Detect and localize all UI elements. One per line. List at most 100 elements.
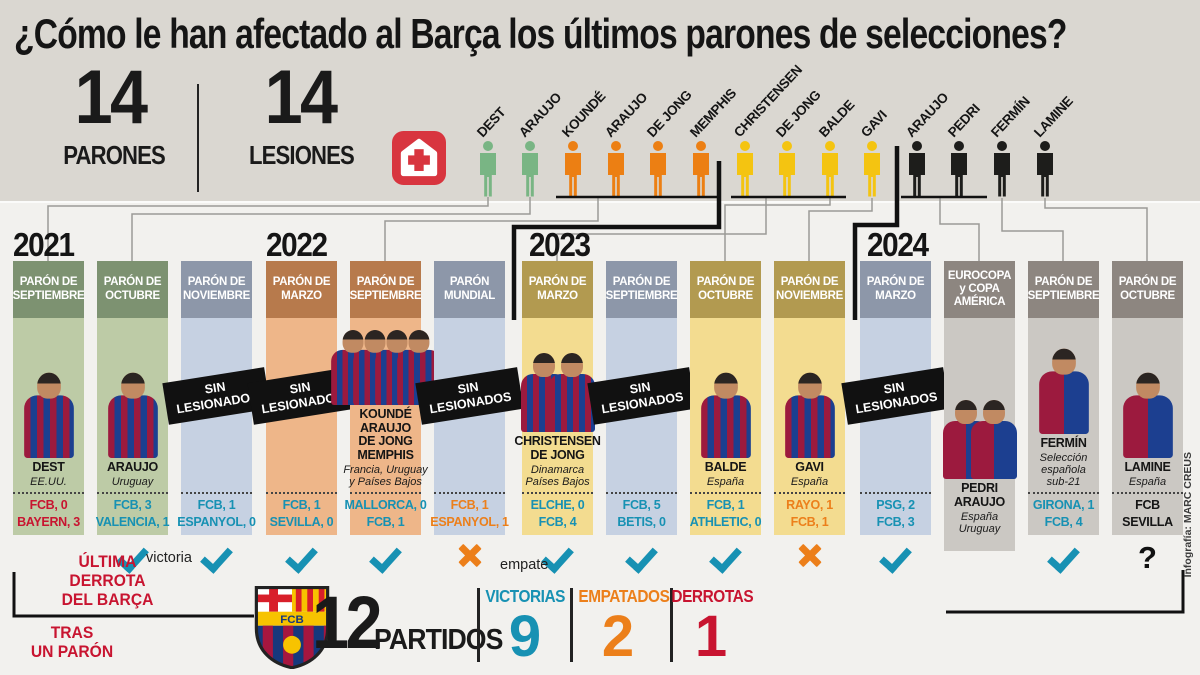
- score-separator: [434, 492, 505, 494]
- score-separator: [181, 492, 252, 494]
- victorias-stat: VICTORIAS 9: [480, 586, 570, 669]
- player-jersey: [548, 374, 595, 433]
- player-photo: [1038, 348, 1089, 434]
- cross-icon: [457, 542, 483, 568]
- column-body: BALDE España FCB, 1 ATHLETIC, 0: [690, 318, 762, 535]
- sin-lesionados-badge: SIN LESIONADOS: [841, 367, 950, 425]
- column-art: SIN LESIONADOS: [247, 318, 356, 488]
- column-body: PEDRI ARAUJO España Uruguay: [942, 318, 1017, 551]
- column-body: ARAUJO Uruguay FCB, 3 VALENCIA, 1: [96, 318, 170, 535]
- year-label: 2021: [13, 226, 75, 263]
- player-head: [982, 400, 1005, 425]
- player-origin: España: [790, 475, 829, 488]
- first-aid-icon: [392, 131, 446, 185]
- match-score: FCB, 3 VALENCIA, 1: [95, 498, 170, 529]
- player-head: [408, 329, 429, 353]
- column-2021-1: PARÓN DE SEPTIEMBRE DEST EE.UU. FCB, 0 BAYE…: [13, 261, 85, 535]
- column-art: SIN LESIONADOS: [587, 318, 696, 488]
- player-photo: [970, 400, 1017, 480]
- player-jersey: [107, 395, 158, 459]
- player-figure: DEST: [474, 105, 508, 197]
- column-2022-2: PARÓN DE SEPTIEMBRE KOUNDÉ ARAUJO DE JONG…: [330, 261, 441, 574]
- crest-text: FCB: [280, 614, 304, 626]
- player-jersey: [970, 421, 1017, 480]
- column-header: PARÓN DE SEPTIEMBRE: [1028, 261, 1100, 318]
- column-header: PARÓN DE OCTUBRE: [690, 261, 761, 318]
- empatados-value: 2: [601, 604, 635, 669]
- match-score: ELCHE, 0 FCB, 4: [530, 498, 585, 529]
- player-photo: [1122, 372, 1173, 459]
- column-2023-3: PARÓN DE OCTUBRE BALDE España FCB, 1 ATHLET…: [690, 261, 762, 574]
- column-body: SIN LESIONADOS FCB, 1 ESPANYOL, 1: [415, 318, 524, 535]
- match-score: FCB, 1 ATHLETIC, 0: [689, 498, 762, 529]
- partidos-label: PARTIDOS: [374, 624, 503, 656]
- column-header: PARÓN DE SEPTIEMBRE: [606, 261, 678, 318]
- player-names: BALDE: [704, 460, 747, 475]
- column-header: EUROCOPA y COPA AMÉRICA: [944, 261, 1015, 318]
- player-names-block: CHRISTENSEN DE JONG Dinamarca Países Bajo…: [504, 432, 611, 488]
- player-jersey: [700, 395, 751, 459]
- player-origin: España: [706, 475, 745, 488]
- column-header: PARÓN DE MARZO: [266, 261, 337, 318]
- player-names-block: KOUNDÉ ARAUJO DE JONG MEMPHIS Francia, Ur…: [332, 405, 439, 488]
- player-figure: GAVI: [858, 108, 890, 197]
- empate-note: empate: [500, 557, 549, 573]
- column-body: FERMÍN Selección española sub-21 GIRONA, 1…: [1028, 318, 1099, 535]
- column-body: SIN LESIONADOS FCB, 1 SEVILLA, 0: [247, 318, 356, 535]
- match-score: FCB, 0 BAYERN, 3: [17, 498, 80, 529]
- parones-count: 14: [74, 55, 148, 140]
- column-art: SIN LESIONADOS: [415, 318, 524, 488]
- player-figure: CHRISTENSEN: [731, 62, 805, 197]
- person-icon: [909, 141, 925, 197]
- player-origin: España Uruguay: [958, 510, 1001, 535]
- sin-lesionados-badge: SIN LESIONADOS: [587, 367, 696, 425]
- column-2021-2: PARÓN DE OCTUBRE ARAUJO Uruguay FCB, 3 VALE…: [96, 261, 170, 574]
- result-row: [760, 542, 859, 578]
- person-icon: [608, 141, 624, 197]
- player-names-block: BALDE España: [672, 458, 779, 488]
- empatados-label: EMPATADOS: [578, 586, 670, 606]
- player-figure: FERMÍN: [988, 94, 1033, 197]
- column-body: DEST EE.UU. FCB, 0 BAYERN, 3: [13, 318, 84, 535]
- column-2024-1: PARÓN DE MARZO SIN LESIONADOS PSG, 2 FCB, …: [841, 261, 950, 574]
- column-art: SIN LESIONADOS: [841, 318, 950, 488]
- column-2024-4: PARÓN DE OCTUBRE LAMINE España FCB SEVILLA?: [1112, 261, 1183, 573]
- column-header: PARÓN DE OCTUBRE: [1112, 261, 1183, 318]
- score-separator: [606, 492, 677, 494]
- player-photo: [548, 353, 595, 433]
- player-origin: España: [1128, 475, 1167, 488]
- column-header: PARÓN DE NOVIEMBRE: [774, 261, 845, 318]
- column-body: CHRISTENSEN DE JONG Dinamarca Países Bajo…: [514, 318, 601, 535]
- player-figure: MEMPHIS: [687, 86, 739, 197]
- score-separator: [350, 492, 421, 494]
- player-names-block: LAMINE España: [1094, 458, 1200, 488]
- match-score: FCB, 1 ESPANYOL, 1: [430, 498, 509, 529]
- player-names-block: GAVI España: [756, 458, 863, 488]
- column-2022-1: PARÓN DE MARZO SIN LESIONADOS FCB, 1 SEVIL…: [247, 261, 356, 574]
- summary-divider: [477, 588, 480, 662]
- player-names: DEST: [32, 460, 65, 475]
- column-art: [942, 318, 1017, 480]
- match-score: FCB, 1 ESPANYOL, 0: [177, 498, 256, 529]
- check-icon: [1047, 540, 1080, 574]
- lesiones-count: 14: [264, 55, 338, 140]
- person-icon: [737, 141, 753, 197]
- stat-lesiones: 14 LESIONES: [240, 55, 360, 171]
- victorias-value: 9: [508, 604, 542, 669]
- player-names-block: DEST EE.UU.: [0, 458, 102, 488]
- year-label: 2024: [867, 226, 929, 263]
- player-photo: [784, 372, 835, 459]
- column-art: [13, 318, 84, 459]
- column-header: PARÓN DE SEPTIEMBRE: [13, 261, 85, 318]
- player-head: [120, 372, 145, 399]
- player-photo: [23, 372, 74, 459]
- player-photo: [700, 372, 751, 459]
- column-2023-4: PARÓN DE NOVIEMBRE GAVI España RAYO, 1 FCB,…: [774, 261, 845, 535]
- page-title: ¿Cómo le han afectado al Barça los últim…: [14, 10, 1067, 57]
- match-score: FCB, 5 BETIS, 0: [617, 498, 666, 529]
- summary-divider: [670, 588, 673, 662]
- person-icon: [693, 141, 709, 197]
- column-art: SIN LESIONADOS: [162, 318, 271, 488]
- player-names: PEDRI ARAUJO: [954, 481, 1005, 510]
- score-separator: [774, 492, 845, 494]
